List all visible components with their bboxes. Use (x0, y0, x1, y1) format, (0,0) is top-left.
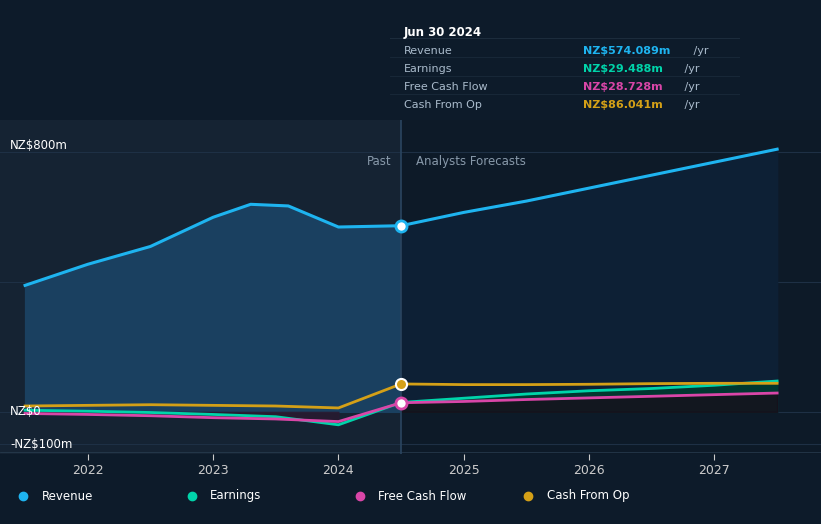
Text: Cash From Op: Cash From Op (404, 101, 482, 111)
Text: Earnings: Earnings (404, 63, 452, 74)
Text: Revenue: Revenue (404, 46, 452, 56)
Text: NZ$86.041m: NZ$86.041m (583, 101, 663, 111)
Text: NZ$0: NZ$0 (10, 406, 42, 418)
Bar (401, 120, 821, 454)
Text: Free Cash Flow: Free Cash Flow (378, 489, 466, 503)
Text: Revenue: Revenue (42, 489, 93, 503)
Text: /yr: /yr (681, 101, 699, 111)
Text: /yr: /yr (681, 63, 699, 74)
Text: Past: Past (366, 155, 391, 168)
Text: NZ$29.488m: NZ$29.488m (583, 63, 663, 74)
Text: Analysts Forecasts: Analysts Forecasts (416, 155, 526, 168)
Text: /yr: /yr (690, 46, 709, 56)
Text: NZ$28.728m: NZ$28.728m (583, 82, 662, 92)
Text: Free Cash Flow: Free Cash Flow (404, 82, 488, 92)
Text: /yr: /yr (681, 82, 699, 92)
Text: Earnings: Earnings (210, 489, 261, 503)
Text: Cash From Op: Cash From Op (547, 489, 629, 503)
Text: NZ$800m: NZ$800m (10, 139, 68, 152)
Bar (0, 120, 401, 454)
Text: NZ$574.089m: NZ$574.089m (583, 46, 670, 56)
Text: Jun 30 2024: Jun 30 2024 (404, 26, 482, 39)
Text: -NZ$100m: -NZ$100m (10, 438, 72, 451)
